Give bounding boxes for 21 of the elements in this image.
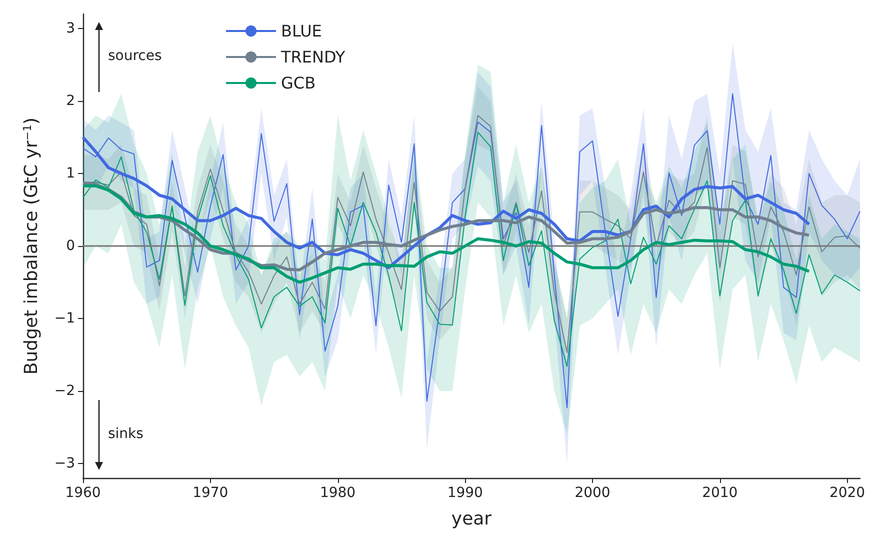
- y-tick-label: −1: [54, 310, 75, 326]
- x-axis-title: year: [451, 508, 492, 530]
- x-tick-label: 1990: [447, 485, 483, 501]
- x-tick-label: 2000: [574, 485, 610, 501]
- legend-label: GCB: [281, 74, 316, 92]
- y-axis-title: Budget imbalance (GtC yr−1): [21, 117, 42, 375]
- legend-label: BLUE: [281, 22, 322, 40]
- annotation: sources: [108, 48, 162, 64]
- x-tick-label: 2020: [829, 485, 866, 501]
- x-tick-label: 1960: [65, 485, 101, 501]
- annotation: sinks: [108, 426, 144, 442]
- y-tick-label: −2: [54, 383, 75, 399]
- x-tick-label: 1980: [320, 485, 356, 501]
- x-tick-label: 1970: [192, 485, 228, 501]
- y-tick-label: 1: [66, 166, 75, 182]
- y-tick-label: 2: [66, 93, 75, 109]
- legend-label: TRENDY: [280, 48, 346, 66]
- y-tick-label: 3: [66, 20, 75, 36]
- y-tick-label: −3: [54, 456, 75, 472]
- y-tick-label: 0: [66, 238, 75, 254]
- x-tick-label: 2010: [702, 485, 738, 501]
